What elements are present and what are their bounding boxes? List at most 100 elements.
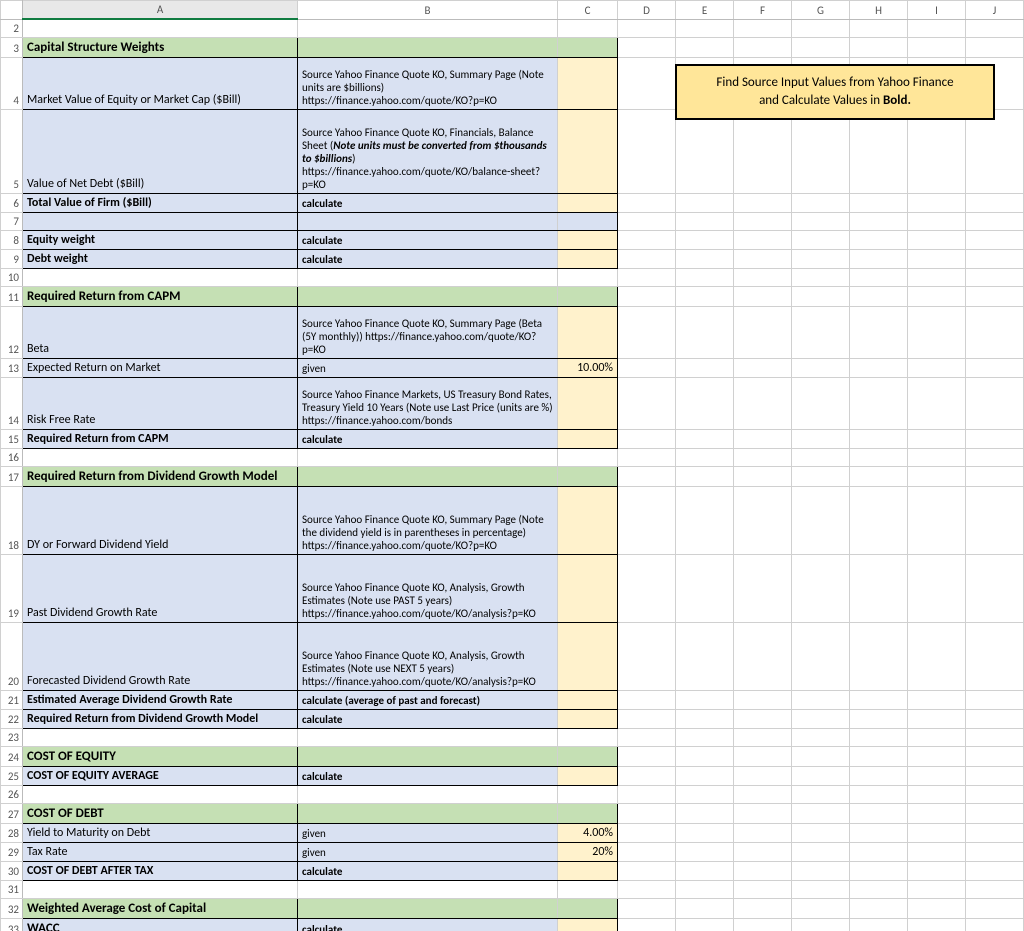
cell[interactable]: Source Yahoo Finance Quote KO, Summary P… xyxy=(298,57,558,109)
cell[interactable] xyxy=(908,728,966,746)
cell[interactable] xyxy=(966,728,1024,746)
cell[interactable] xyxy=(966,358,1024,377)
cell[interactable]: Estimated Average Dividend Growth Rate xyxy=(23,690,298,709)
cell[interactable] xyxy=(618,728,676,746)
cell[interactable] xyxy=(850,842,908,861)
cell[interactable] xyxy=(792,212,850,230)
cell[interactable]: calculate xyxy=(298,766,558,785)
cell[interactable] xyxy=(676,249,734,268)
grid[interactable]: ABCDEFGHIJ 23Capital Structure Weights4M… xyxy=(0,0,1024,931)
cell[interactable] xyxy=(734,728,792,746)
cell[interactable] xyxy=(966,377,1024,429)
cell[interactable] xyxy=(558,486,618,554)
cell[interactable] xyxy=(676,306,734,358)
cell[interactable] xyxy=(618,377,676,429)
cell[interactable] xyxy=(734,766,792,785)
cell[interactable] xyxy=(676,898,734,918)
cell[interactable] xyxy=(792,861,850,880)
cell[interactable]: COST OF DEBT AFTER TAX xyxy=(23,861,298,880)
cell[interactable]: Risk Free Rate xyxy=(23,377,298,429)
row-header[interactable]: 13 xyxy=(1,358,23,377)
cell[interactable]: Past Dividend Growth Rate xyxy=(23,554,298,622)
row-header[interactable]: 29 xyxy=(1,842,23,861)
cell[interactable] xyxy=(618,286,676,306)
cell[interactable] xyxy=(676,728,734,746)
cell[interactable] xyxy=(850,898,908,918)
cell[interactable] xyxy=(618,57,676,109)
cell[interactable] xyxy=(298,19,558,37)
cell[interactable] xyxy=(850,466,908,486)
cell[interactable] xyxy=(618,898,676,918)
cell[interactable] xyxy=(23,728,298,746)
cell[interactable] xyxy=(676,358,734,377)
row-header[interactable]: 16 xyxy=(1,448,23,466)
cell[interactable] xyxy=(618,466,676,486)
cell[interactable] xyxy=(734,622,792,690)
row-header[interactable]: 10 xyxy=(1,268,23,286)
row-header[interactable]: 9 xyxy=(1,249,23,268)
cell[interactable]: calculate (average of past and forecast) xyxy=(298,690,558,709)
cell[interactable] xyxy=(676,230,734,249)
cell[interactable] xyxy=(792,466,850,486)
cell[interactable] xyxy=(618,918,676,931)
cell[interactable] xyxy=(850,690,908,709)
cell[interactable] xyxy=(618,268,676,286)
cell[interactable] xyxy=(850,486,908,554)
cell[interactable] xyxy=(850,622,908,690)
cell[interactable] xyxy=(792,268,850,286)
cell[interactable] xyxy=(298,268,558,286)
row-header[interactable]: 32 xyxy=(1,898,23,918)
cell[interactable] xyxy=(676,690,734,709)
row-header[interactable]: 15 xyxy=(1,429,23,448)
cell[interactable] xyxy=(23,19,298,37)
cell[interactable] xyxy=(850,554,908,622)
cell[interactable] xyxy=(558,109,618,193)
row-header[interactable]: 2 xyxy=(1,19,23,37)
col-header-J[interactable]: J xyxy=(966,1,1024,20)
cell[interactable] xyxy=(298,728,558,746)
cell[interactable] xyxy=(850,709,908,728)
cell[interactable] xyxy=(966,918,1024,931)
cell[interactable] xyxy=(966,709,1024,728)
cell[interactable] xyxy=(966,466,1024,486)
cell[interactable] xyxy=(966,37,1024,57)
cell[interactable]: COST OF EQUITY AVERAGE xyxy=(23,766,298,785)
cell[interactable] xyxy=(850,306,908,358)
cell[interactable] xyxy=(734,212,792,230)
cell[interactable] xyxy=(850,728,908,746)
cell[interactable] xyxy=(558,690,618,709)
cell[interactable] xyxy=(850,880,908,898)
cell[interactable] xyxy=(908,486,966,554)
cell[interactable] xyxy=(23,212,298,230)
cell[interactable]: Required Return from Dividend Growth Mod… xyxy=(23,709,298,728)
cell[interactable] xyxy=(558,785,618,803)
cell[interactable] xyxy=(734,785,792,803)
cell[interactable] xyxy=(908,212,966,230)
cell[interactable] xyxy=(966,109,1024,193)
cell[interactable] xyxy=(908,377,966,429)
col-header-I[interactable]: I xyxy=(908,1,966,20)
cell[interactable] xyxy=(734,861,792,880)
cell[interactable] xyxy=(966,803,1024,823)
cell[interactable] xyxy=(23,785,298,803)
cell[interactable] xyxy=(298,746,558,766)
cell[interactable] xyxy=(966,193,1024,212)
cell[interactable]: calculate xyxy=(298,230,558,249)
cell[interactable] xyxy=(558,554,618,622)
cell[interactable] xyxy=(734,268,792,286)
cell[interactable] xyxy=(792,918,850,931)
cell[interactable] xyxy=(558,286,618,306)
cell[interactable]: Required Return from CAPM xyxy=(23,429,298,448)
row-header[interactable]: 33 xyxy=(1,918,23,931)
cell[interactable] xyxy=(966,554,1024,622)
cell[interactable]: COST OF DEBT xyxy=(23,803,298,823)
cell[interactable] xyxy=(734,918,792,931)
cell[interactable] xyxy=(676,19,734,37)
cell[interactable] xyxy=(618,249,676,268)
col-header-B[interactable]: B xyxy=(298,1,558,20)
cell[interactable]: Source Yahoo Finance Markets, US Treasur… xyxy=(298,377,558,429)
cell[interactable] xyxy=(676,622,734,690)
cell[interactable]: 4.00% xyxy=(558,823,618,842)
row-header[interactable]: 6 xyxy=(1,193,23,212)
row-header[interactable]: 3 xyxy=(1,37,23,57)
